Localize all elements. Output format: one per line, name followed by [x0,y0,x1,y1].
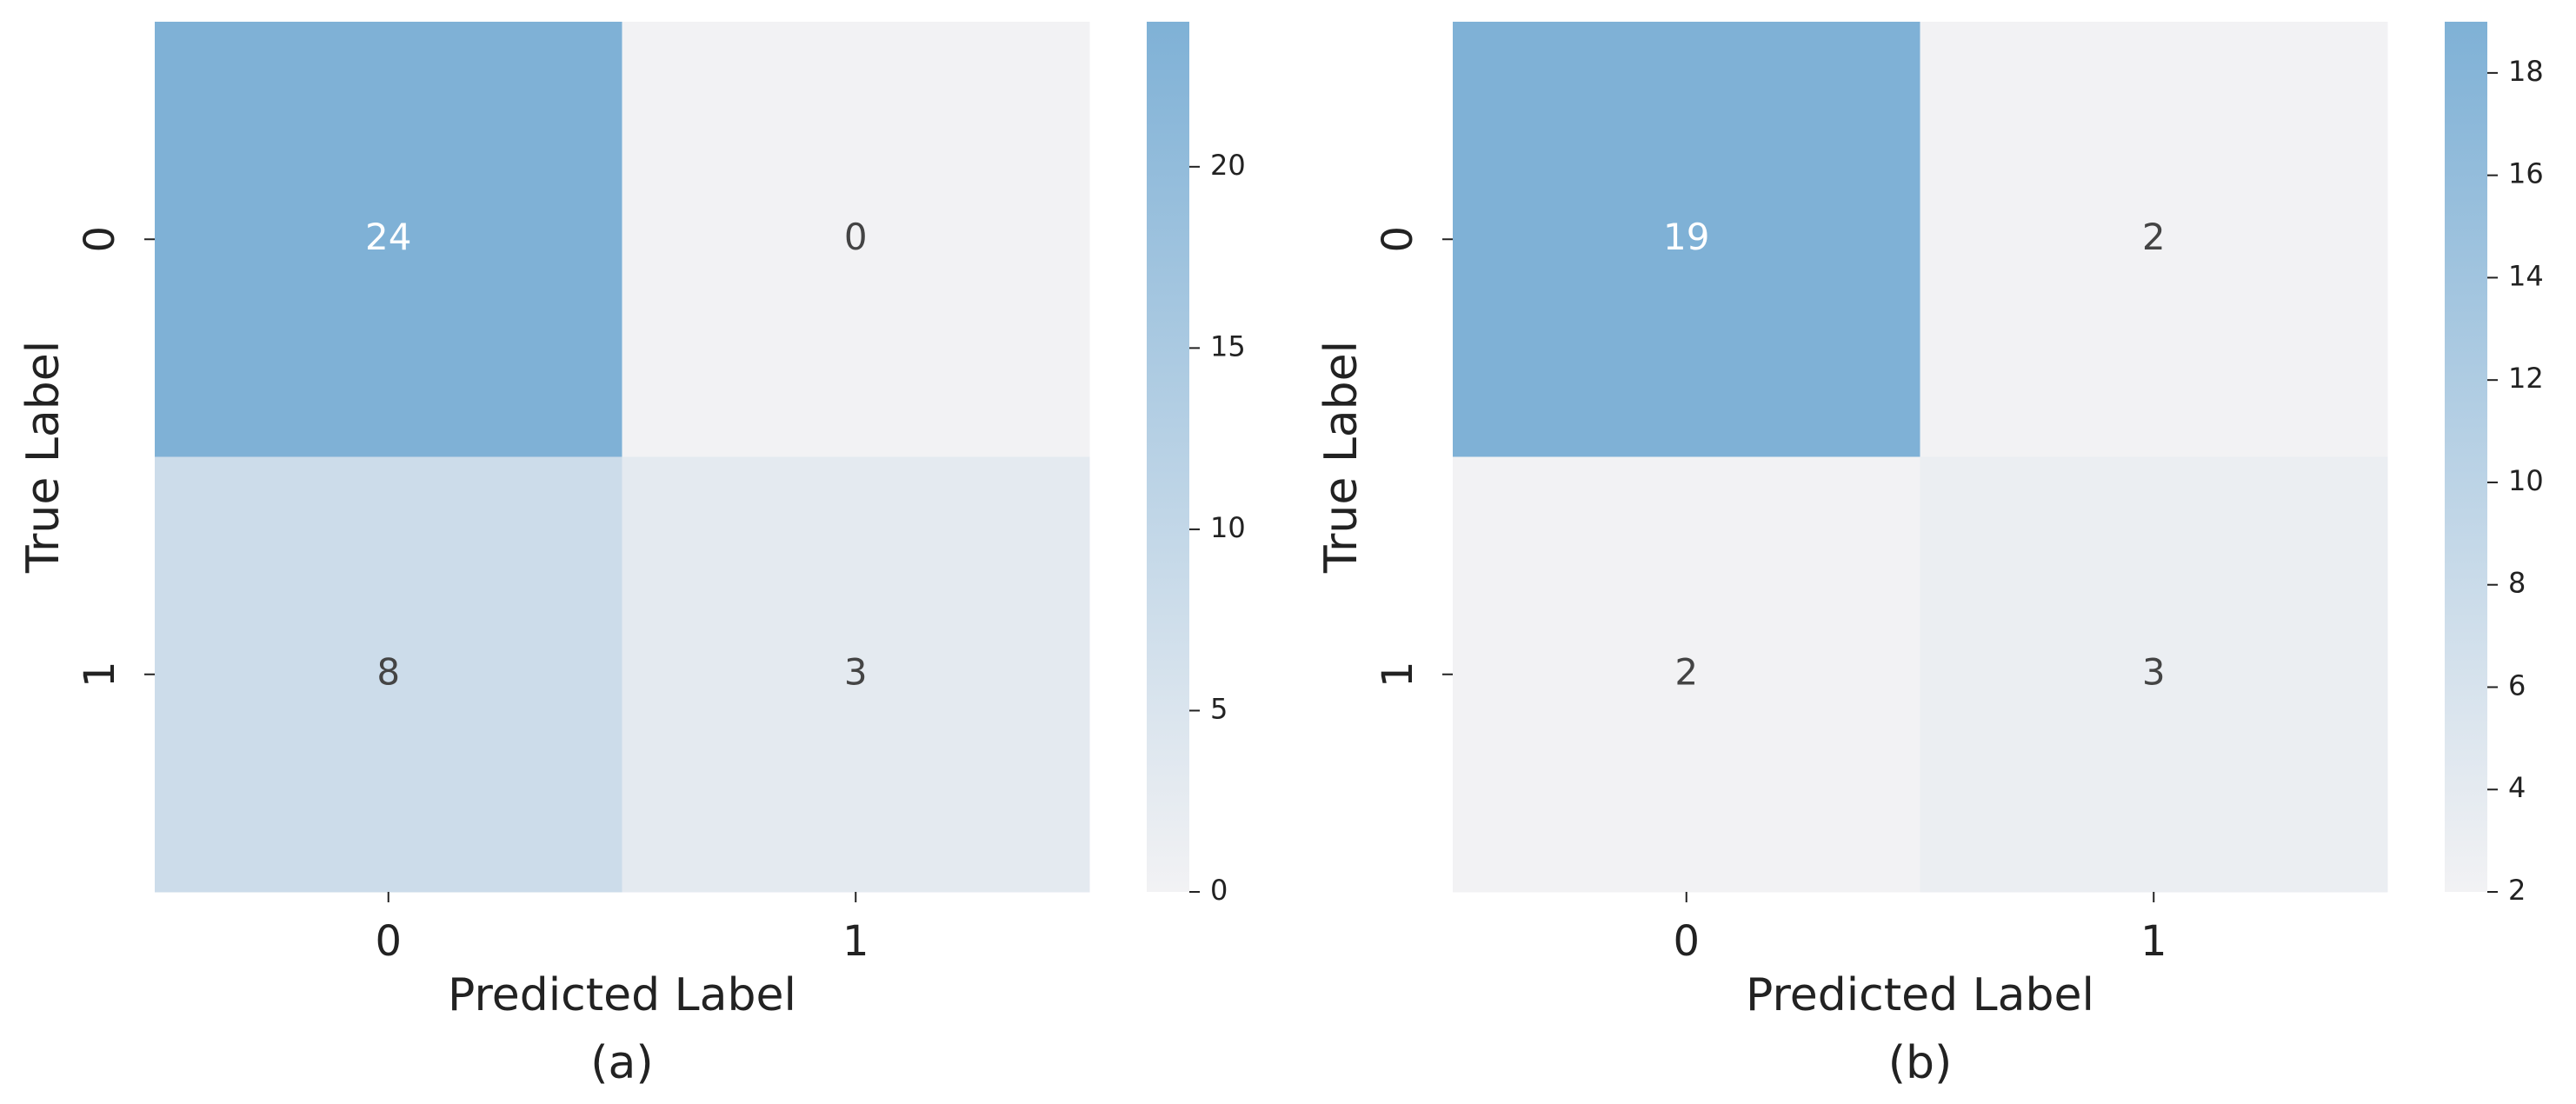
y-tick-label: 0 [76,226,124,253]
x-axis-label: Predicted Label [448,969,796,1021]
colorbar-tick-label: 12 [2508,362,2544,395]
colorbar-tick-label: 15 [1210,329,1246,362]
cell-label: 24 [365,216,411,258]
heatmap-cell [155,456,622,893]
colorbar-tick-label: 2 [2508,874,2526,907]
cell-label: 8 [376,650,400,693]
cell-label: 19 [1663,216,1709,258]
y-tick-label: 0 [1374,226,1422,253]
colorbar-tick-label: 4 [2508,771,2526,804]
colorbar-tick-label: 5 [1210,692,1228,725]
cell-label: 3 [844,650,868,693]
y-tick-label: 1 [1374,661,1422,688]
cell-label: 0 [844,216,868,258]
heatmap-cell [1453,22,1920,457]
colorbar-tick-label: 0 [1210,874,1228,907]
x-tick-label: 0 [375,917,402,966]
cell-label: 3 [2142,650,2166,693]
heatmap-cell [155,22,622,457]
y-axis-label: True Label [1315,341,1368,574]
colorbar [1147,22,1189,892]
y-axis-label: True Label [17,341,70,574]
x-axis-label: Predicted Label [1746,969,2094,1021]
cell-label: 2 [1674,650,1698,693]
caption: (a) [590,1037,653,1089]
heatmap-cell [1920,22,2388,457]
x-tick-label: 1 [2140,917,2167,966]
x-tick-label: 0 [1673,917,1700,966]
colorbar-tick-label: 6 [2508,668,2526,702]
heatmap-cell [1453,456,1920,893]
colorbar-tick-label: 10 [2508,464,2544,497]
colorbar [2445,22,2487,892]
heatmap-cell [622,22,1090,457]
colorbar-tick-label: 16 [2508,157,2544,190]
cell-label: 2 [2142,216,2166,258]
colorbar-tick-label: 14 [2508,259,2544,292]
x-tick-label: 1 [842,917,869,966]
colorbar-tick-label: 10 [1210,511,1246,544]
colorbar-tick-label: 20 [1210,149,1246,182]
colorbar-tick-label: 18 [2508,55,2544,88]
caption: (b) [1888,1037,1953,1089]
colorbar-tick-label: 8 [2508,567,2526,600]
heatmap-cell [622,456,1090,893]
heatmap-cell [1920,456,2388,893]
y-tick-label: 1 [76,661,124,688]
